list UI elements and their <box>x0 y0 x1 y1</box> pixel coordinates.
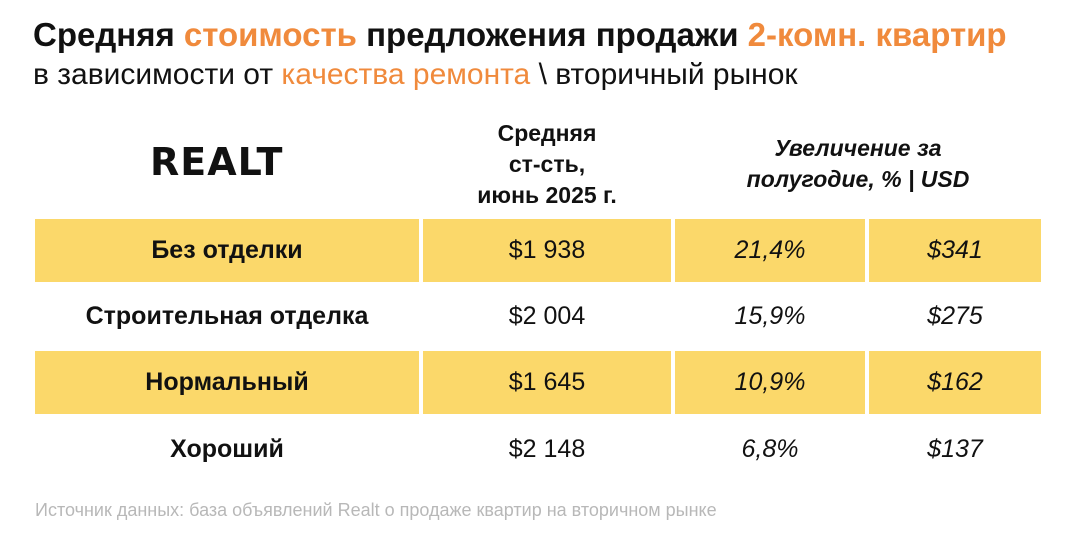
chart-subtitle: в зависимости от качества ремонта \ втор… <box>33 58 798 92</box>
source-footnote: Источник данных: база объявлений Realt о… <box>35 500 717 520</box>
subtitle-accent-quality: качества ремонта <box>281 58 531 91</box>
subtitle-text: \ вторичный рынок <box>530 58 798 91</box>
growth-usd: $162 <box>869 351 1041 414</box>
table-row: Без отделки $1 938 21,4% $341 <box>35 219 1041 282</box>
row-label: Без отделки <box>35 219 419 282</box>
header-price-line: ст-сть, <box>508 151 586 177</box>
header-price-line: июнь 2025 г. <box>477 182 617 208</box>
chart-title: Средняя стоимость предложения продажи 2-… <box>33 16 1007 54</box>
title-accent-apartments: 2-комн. квартир <box>747 16 1007 53</box>
growth-percent: 21,4% <box>675 219 865 282</box>
growth-usd: $341 <box>869 219 1041 282</box>
row-label: Нормальный <box>35 351 419 414</box>
header-price: Средняя ст-сть, июнь 2025 г. <box>423 118 671 211</box>
price-value: $2 148 <box>508 435 586 463</box>
header-price-line: Средняя <box>497 120 597 146</box>
row-label: Хороший <box>170 435 284 463</box>
growth-percent: 10,9% <box>675 351 865 414</box>
table-row: Нормальный $1 645 10,9% $162 <box>35 351 1041 414</box>
header-growth-line: Увеличение за <box>774 135 942 161</box>
growth-percent: 15,9% <box>734 302 806 330</box>
title-text: предложения продажи <box>356 16 748 53</box>
growth-usd: $275 <box>927 302 983 330</box>
header-growth-line: полугодие, % | USD <box>746 166 970 192</box>
growth-usd: $137 <box>927 435 983 463</box>
realt-logo: REALT <box>150 140 284 184</box>
header-growth: Увеличение за полугодие, % | USD <box>675 133 1041 195</box>
growth-percent: 6,8% <box>741 435 799 463</box>
price-value: $2 004 <box>508 302 586 330</box>
price-value: $1 645 <box>423 351 671 414</box>
price-value: $1 938 <box>423 219 671 282</box>
table-row: Хороший $2 148 6,8% $137 <box>35 418 1041 481</box>
row-label: Строительная отделка <box>85 302 369 330</box>
title-accent-cost: стоимость <box>183 16 357 53</box>
subtitle-text: в зависимости от <box>33 58 282 91</box>
title-text: Средняя <box>33 16 184 53</box>
table-row: Строительная отделка $2 004 15,9% $275 <box>35 285 1041 348</box>
